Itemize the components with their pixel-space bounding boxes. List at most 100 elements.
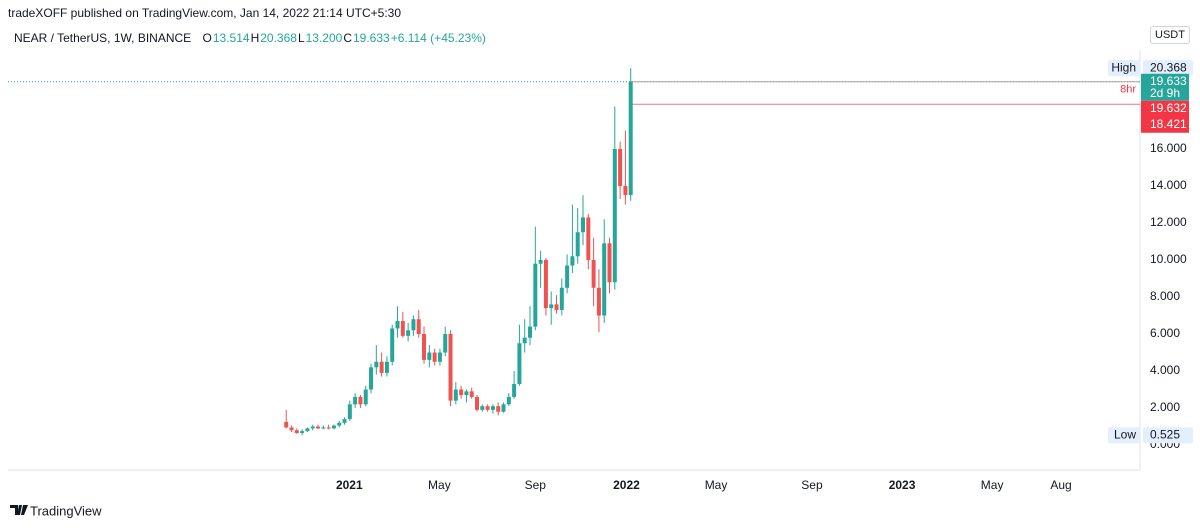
candle-body <box>480 406 485 410</box>
high-value: 20.368 <box>1150 60 1187 74</box>
candle-body <box>570 256 575 266</box>
legend: NEAR / TetherUS, 1W, BINANCE O13.514H20.… <box>14 31 487 45</box>
y-tick-label: 2.000 <box>1150 400 1180 414</box>
order-value: 18.421 <box>1150 117 1187 131</box>
order-value: 19.632 <box>1150 101 1187 115</box>
candle-body <box>353 396 358 405</box>
ohlc-value: 13.200 <box>305 31 343 45</box>
candle-body <box>586 217 591 260</box>
candle-body <box>490 406 495 410</box>
countdown: 2d 9h <box>1150 86 1180 100</box>
candle-body <box>337 422 342 426</box>
candle-body <box>559 287 564 310</box>
last-price-box <box>1141 73 1189 101</box>
candle-body <box>459 389 464 396</box>
candle-body <box>427 352 432 360</box>
ohlc-key: H <box>250 31 260 45</box>
ohlc-key: C <box>343 31 352 45</box>
y-tick-label: 14.000 <box>1150 178 1187 192</box>
brand-logo <box>10 505 28 515</box>
candle-body <box>294 430 299 433</box>
ohlc-value: 20.368 <box>260 31 297 45</box>
candle-body <box>326 427 331 429</box>
candle-body <box>347 404 352 420</box>
candle-body <box>422 334 427 360</box>
order-label: 8hr <box>1120 84 1136 96</box>
brand: TradingView <box>30 503 102 518</box>
candle-body <box>289 427 294 431</box>
candle-body <box>369 367 374 390</box>
candle-body <box>384 361 389 373</box>
ohlc-value: 19.633 <box>353 31 390 45</box>
low-tag <box>1108 427 1140 444</box>
candle-body <box>379 361 384 373</box>
high-tag <box>1108 60 1140 77</box>
x-tick-label: May <box>705 478 728 492</box>
candle-body <box>517 343 522 384</box>
candle-body <box>549 304 554 309</box>
x-tick-label: May <box>981 478 1004 492</box>
candle-body <box>591 260 596 288</box>
x-tick-label: Sep <box>801 478 823 492</box>
candle-body <box>485 406 490 410</box>
candle-body <box>575 232 580 257</box>
candle-body <box>612 148 617 283</box>
candle-body <box>321 427 326 429</box>
x-tick-label: 2023 <box>889 478 916 492</box>
candle-body <box>395 321 400 329</box>
candle-body <box>596 287 601 316</box>
currency-button[interactable]: USDT <box>1150 26 1190 44</box>
candle-body <box>390 328 395 362</box>
candle-body <box>358 396 363 405</box>
candle-body <box>300 431 305 433</box>
candle-body <box>316 426 321 429</box>
candle-body <box>565 265 570 288</box>
ohlc-value: 13.514 <box>212 31 250 45</box>
candle-body <box>448 334 453 401</box>
candle-body <box>453 389 458 401</box>
candle-body <box>623 185 628 195</box>
candle-body <box>443 334 448 353</box>
x-tick-label: Sep <box>525 478 547 492</box>
candle-body <box>310 426 315 429</box>
candle-body <box>543 260 548 309</box>
low-box <box>1143 427 1193 444</box>
y-tick-label: 12.000 <box>1150 215 1187 229</box>
candle-body <box>342 419 347 423</box>
change: +6.114 (+45.23%) <box>390 31 486 45</box>
high-label: High <box>1111 60 1136 74</box>
candle-body <box>528 326 533 338</box>
candle-body <box>538 260 543 264</box>
candle-body <box>533 263 538 327</box>
y-tick-label: 6.000 <box>1150 326 1180 340</box>
candle-body <box>416 319 421 335</box>
candle-body <box>496 406 501 412</box>
candle-body <box>305 428 310 432</box>
x-tick-label: 2021 <box>336 478 363 492</box>
candle-body <box>501 404 506 412</box>
x-tick-label: 2022 <box>613 478 640 492</box>
candle-body <box>554 304 559 310</box>
candle-body <box>400 321 405 336</box>
candle-body <box>406 330 411 336</box>
y-tick-label: 8.000 <box>1150 289 1180 303</box>
candle-body <box>475 396 480 410</box>
candle-body <box>618 148 623 186</box>
y-tick-label: 10.000 <box>1150 252 1187 266</box>
candle-body <box>363 389 368 405</box>
ohlc-key: L <box>297 31 305 45</box>
y-tick-label: 4.000 <box>1150 363 1180 377</box>
candle-body <box>602 243 607 316</box>
candle-body <box>469 391 474 397</box>
candle-body <box>512 383 517 397</box>
candle-body <box>374 361 379 368</box>
candle-body <box>284 421 289 428</box>
low-value: 0.525 <box>1150 427 1180 441</box>
candle-body <box>331 425 336 429</box>
high-box <box>1143 60 1193 77</box>
x-tick-label: Aug <box>1050 478 1071 492</box>
low-label: Low <box>1114 427 1136 441</box>
candle-body <box>464 391 469 396</box>
